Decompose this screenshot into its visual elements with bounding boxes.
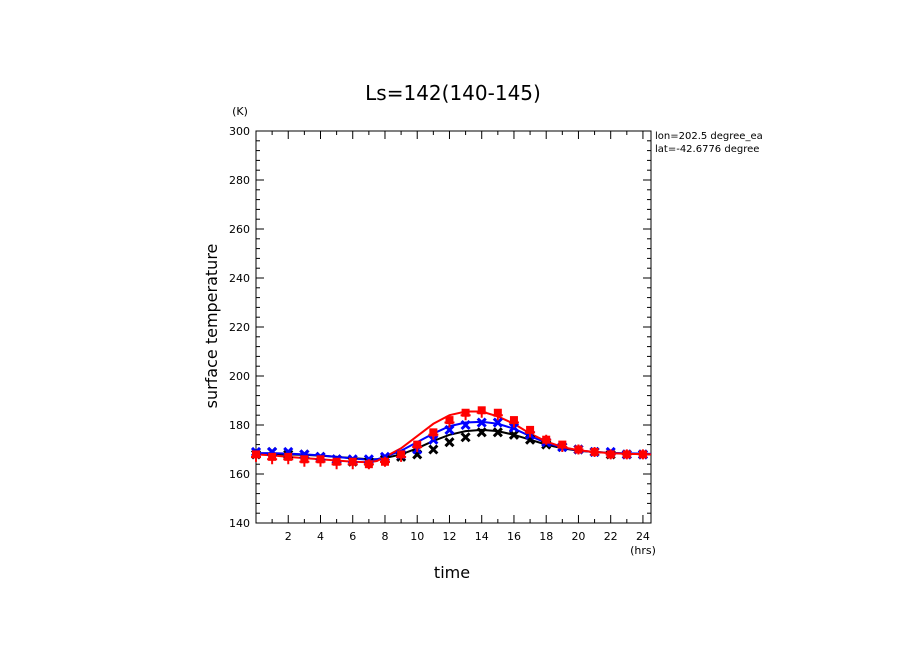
point-x-1 bbox=[476, 417, 487, 428]
annotation-lat: lat=-42.6776 degree bbox=[655, 144, 759, 155]
x-axis-label: time bbox=[434, 563, 470, 582]
x-tick-label: 22 bbox=[604, 530, 618, 543]
annotation-lon: lon=202.5 degree_ea bbox=[655, 131, 763, 142]
x-tick-label: 10 bbox=[410, 530, 424, 543]
y-axis-label: surface temperature bbox=[202, 244, 221, 409]
chart-title: Ls=142(140-145) bbox=[365, 81, 541, 105]
point-plus-3 bbox=[396, 451, 407, 462]
x-tick-label: 2 bbox=[285, 530, 292, 543]
point-plus-3 bbox=[251, 451, 261, 462]
point-x-0 bbox=[444, 437, 455, 448]
x-tick-label: 12 bbox=[442, 530, 456, 543]
x-tick-label: 4 bbox=[317, 530, 324, 543]
x-tick-label: 14 bbox=[475, 530, 489, 543]
plot-frame bbox=[255, 130, 652, 524]
point-plus-3 bbox=[492, 410, 503, 421]
point-plus-3 bbox=[637, 449, 648, 460]
point-plus-3 bbox=[460, 410, 471, 421]
point-plus-3 bbox=[347, 459, 358, 470]
point-plus-3 bbox=[283, 454, 294, 465]
point-plus-3 bbox=[363, 459, 374, 470]
y-tick-label: 240 bbox=[229, 272, 250, 285]
y-tick-label: 220 bbox=[229, 321, 250, 334]
x-tick-label: 6 bbox=[349, 530, 356, 543]
point-plus-3 bbox=[267, 454, 278, 465]
point-x-1 bbox=[444, 424, 455, 435]
x-tick-label: 8 bbox=[381, 530, 388, 543]
point-plus-3 bbox=[299, 456, 310, 467]
point-plus-3 bbox=[589, 446, 600, 457]
y-tick-label: 280 bbox=[229, 174, 250, 187]
point-x-0 bbox=[428, 444, 439, 455]
point-plus-3 bbox=[428, 429, 439, 440]
y-tick-label: 160 bbox=[229, 468, 250, 481]
point-plus-3 bbox=[444, 417, 455, 428]
point-plus-3 bbox=[412, 442, 423, 453]
x-axis-unit: (hrs) bbox=[630, 544, 656, 557]
point-plus-3 bbox=[541, 434, 552, 445]
point-x-1 bbox=[460, 419, 471, 431]
y-tick-label: 260 bbox=[229, 223, 250, 236]
point-plus-3 bbox=[476, 407, 487, 418]
point-plus-3 bbox=[379, 456, 390, 467]
point-plus-3 bbox=[315, 456, 326, 467]
x-tick-label: 20 bbox=[571, 530, 585, 543]
point-plus-3 bbox=[621, 449, 632, 460]
y-tick-label: 140 bbox=[229, 517, 250, 530]
x-tick-label: 16 bbox=[507, 530, 521, 543]
y-tick-label: 180 bbox=[229, 419, 250, 432]
point-plus-3 bbox=[508, 417, 519, 428]
y-axis-unit: (K) bbox=[232, 105, 248, 118]
point-x-1 bbox=[492, 417, 503, 428]
point-plus-3 bbox=[605, 449, 616, 460]
point-plus-3 bbox=[557, 442, 568, 453]
point-x-0 bbox=[460, 432, 471, 443]
point-x-0 bbox=[492, 427, 503, 438]
point-plus-3 bbox=[573, 444, 584, 455]
point-x-0 bbox=[476, 427, 487, 438]
y-tick-label: 300 bbox=[229, 125, 250, 138]
point-plus-3 bbox=[525, 427, 536, 438]
x-tick-label: 18 bbox=[539, 530, 553, 543]
x-tick-label: 24 bbox=[636, 530, 650, 543]
series-line-2 bbox=[255, 410, 652, 464]
point-plus-3 bbox=[331, 459, 342, 470]
y-tick-label: 200 bbox=[229, 370, 250, 383]
